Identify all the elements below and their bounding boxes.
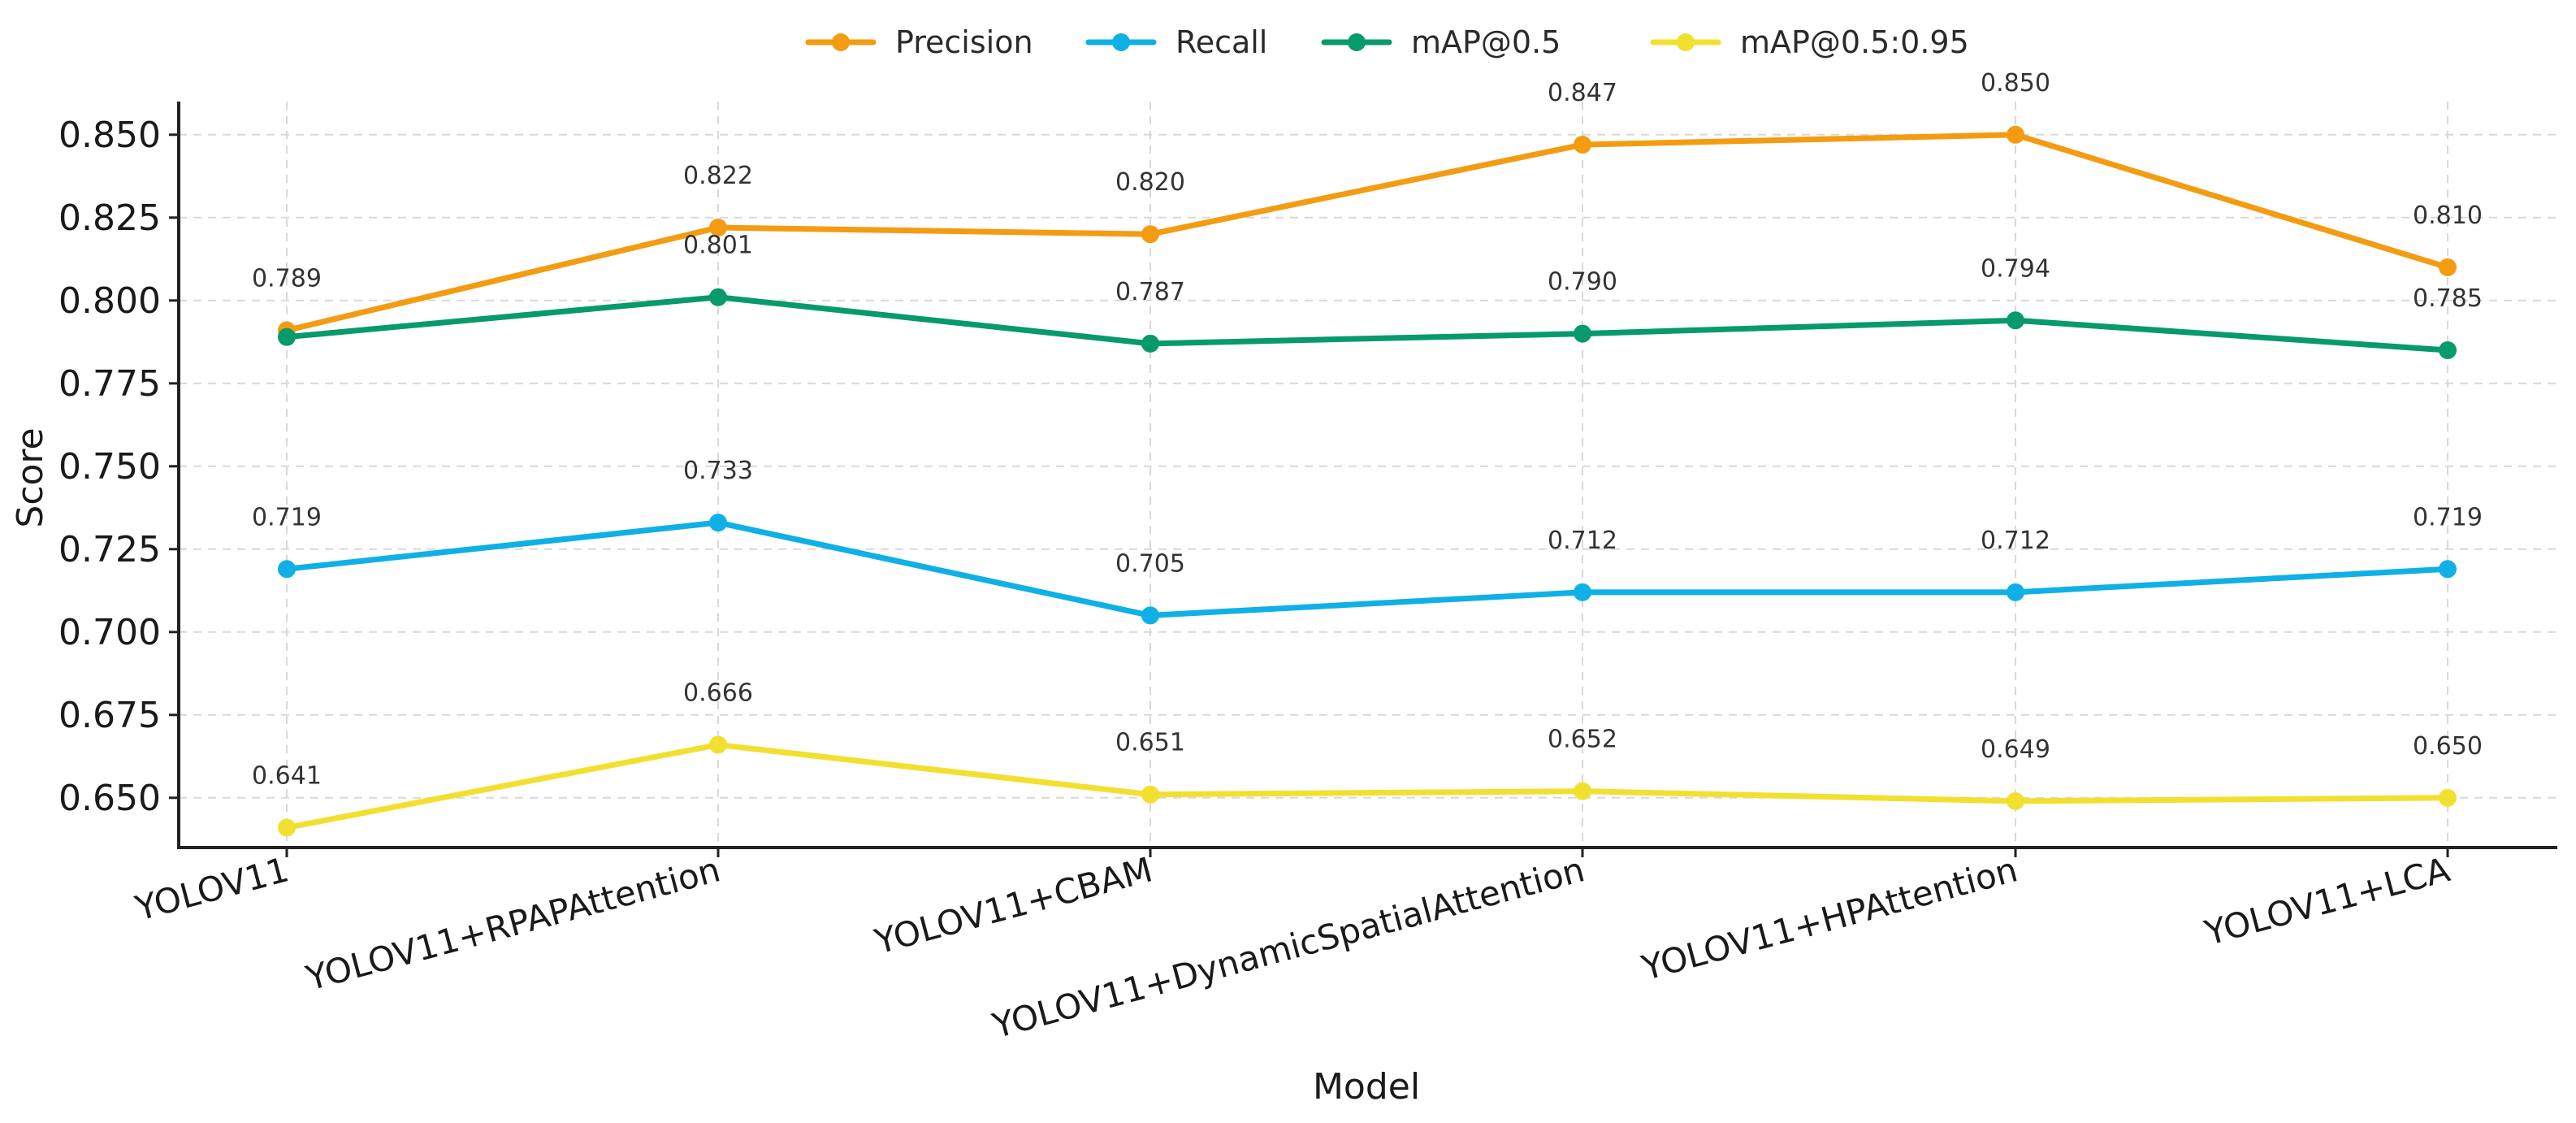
series-marker-map-0-5-0-95	[1574, 782, 1591, 800]
x-tick-label-yolov11-hpattention: YOLOV11+HPAttention	[1637, 849, 2022, 988]
series-marker-map-0-5	[278, 327, 296, 346]
data-label-precision: 0.850	[1981, 69, 2050, 98]
x-axis-title: Model	[1313, 1066, 1420, 1108]
data-label-recall: 0.705	[1115, 549, 1185, 578]
series-marker-precision	[2007, 125, 2024, 144]
legend-marker-recall	[1112, 33, 1130, 51]
y-tick-label: 0.825	[58, 197, 161, 239]
series-marker-map-0-5-0-95	[2439, 788, 2457, 807]
data-label-map-0-5-0-95: 0.641	[252, 762, 322, 791]
series-marker-recall	[2007, 583, 2024, 601]
legend-marker-map-0-5	[1348, 33, 1366, 51]
data-label-map-0-5: 0.801	[683, 232, 753, 260]
series-marker-recall	[278, 560, 296, 579]
grid-layer	[179, 102, 2557, 848]
data-label-precision: 0.847	[1548, 79, 1617, 107]
data-label-map-0-5: 0.787	[1115, 278, 1185, 306]
legend: Precision Recall mAP@0.5 mAP@0.5:0.95	[805, 24, 1969, 60]
series-line-precision	[284, 132, 2451, 334]
y-tick-label: 0.650	[58, 778, 161, 819]
data-label-recall: 0.712	[1548, 527, 1617, 555]
data-label-map-0-5: 0.785	[2413, 284, 2483, 313]
series-marker-precision	[1141, 225, 1159, 244]
axes-layer: 0.650 0.675 0.700 0.725 0.750 0.775 0.800 0.825…	[58, 102, 2557, 1046]
y-tick-label: 0.675	[58, 695, 161, 736]
data-label-precision: 0.810	[2413, 202, 2483, 230]
data-label-map-0-5-0-95: 0.666	[683, 679, 753, 708]
y-tick-label: 0.750	[58, 446, 161, 488]
y-tick-label: 0.775	[58, 363, 161, 405]
series-marker-map-0-5-0-95	[278, 818, 296, 837]
series-layer	[278, 125, 2457, 837]
series-marker-precision	[1574, 136, 1591, 154]
y-tick-label: 0.725	[58, 529, 161, 570]
data-label-map-0-5: 0.790	[1548, 268, 1617, 297]
series-marker-recall	[2439, 560, 2457, 579]
data-label-precision: 0.820	[1115, 168, 1185, 197]
series-marker-precision	[709, 219, 727, 237]
x-tick-label-yolov11-rpapattention: YOLOV11+RPAPAttention	[301, 849, 725, 998]
data-label-map-0-5-0-95: 0.652	[1548, 726, 1617, 754]
legend-label-recall: Recall	[1175, 24, 1267, 60]
data-label-map-0-5-0-95: 0.649	[1981, 735, 2050, 764]
series-marker-map-0-5-0-95	[2007, 791, 2024, 810]
data-label-precision: 0.822	[683, 162, 753, 190]
y-tick-label: 0.800	[58, 280, 161, 322]
series-marker-map-0-5-0-95	[709, 735, 727, 754]
y-tick-label: 0.850	[58, 115, 161, 156]
series-marker-map-0-5	[2439, 341, 2457, 359]
x-tick-label-yolov11: YOLOV11	[131, 849, 293, 928]
data-labels-layer: 0.789 0.822 0.820 0.847 0.850 0.810 0.719 0.733…	[252, 69, 2483, 791]
data-label-recall: 0.719	[252, 503, 322, 531]
series-marker-recall	[1574, 583, 1591, 601]
series-marker-map-0-5	[2007, 311, 2024, 330]
data-label-precision: 0.789	[252, 265, 322, 293]
data-label-recall: 0.733	[683, 457, 753, 485]
legend-label-precision: Precision	[895, 24, 1033, 60]
series-marker-recall	[709, 514, 727, 532]
series-marker-map-0-5-0-95	[1141, 785, 1159, 804]
data-label-map-0-5-0-95: 0.650	[2413, 732, 2483, 761]
series-marker-map-0-5	[1574, 324, 1591, 343]
y-axis-title: Score	[10, 427, 51, 527]
x-tick-label-yolov11-cbam: YOLOV11+CBAM	[870, 849, 1157, 961]
series-line-map-0-5-0-95	[284, 742, 2451, 831]
series-marker-recall	[1141, 606, 1159, 625]
series-line-recall	[284, 519, 2451, 618]
data-label-recall: 0.712	[1981, 527, 2050, 555]
legend-marker-map-0-5-0-95	[1677, 33, 1695, 51]
series-marker-precision	[2439, 258, 2457, 276]
y-tick-label: 0.700	[58, 612, 161, 653]
data-label-map-0-5-0-95: 0.651	[1115, 729, 1185, 757]
series-marker-map-0-5	[1141, 334, 1159, 353]
legend-marker-precision	[832, 33, 850, 51]
axis-spines	[177, 102, 2557, 849]
data-label-recall: 0.719	[2413, 503, 2483, 531]
x-tick-label-yolov11-lca: YOLOV11+LCA	[2200, 849, 2454, 953]
series-line-map-0-5	[284, 294, 2451, 353]
legend-label-map-0-5-0-95: mAP@0.5:0.95	[1740, 24, 1969, 60]
legend-label-map-0-5: mAP@0.5	[1411, 24, 1561, 60]
series-marker-map-0-5	[709, 288, 727, 306]
data-label-map-0-5: 0.794	[1981, 254, 2050, 283]
